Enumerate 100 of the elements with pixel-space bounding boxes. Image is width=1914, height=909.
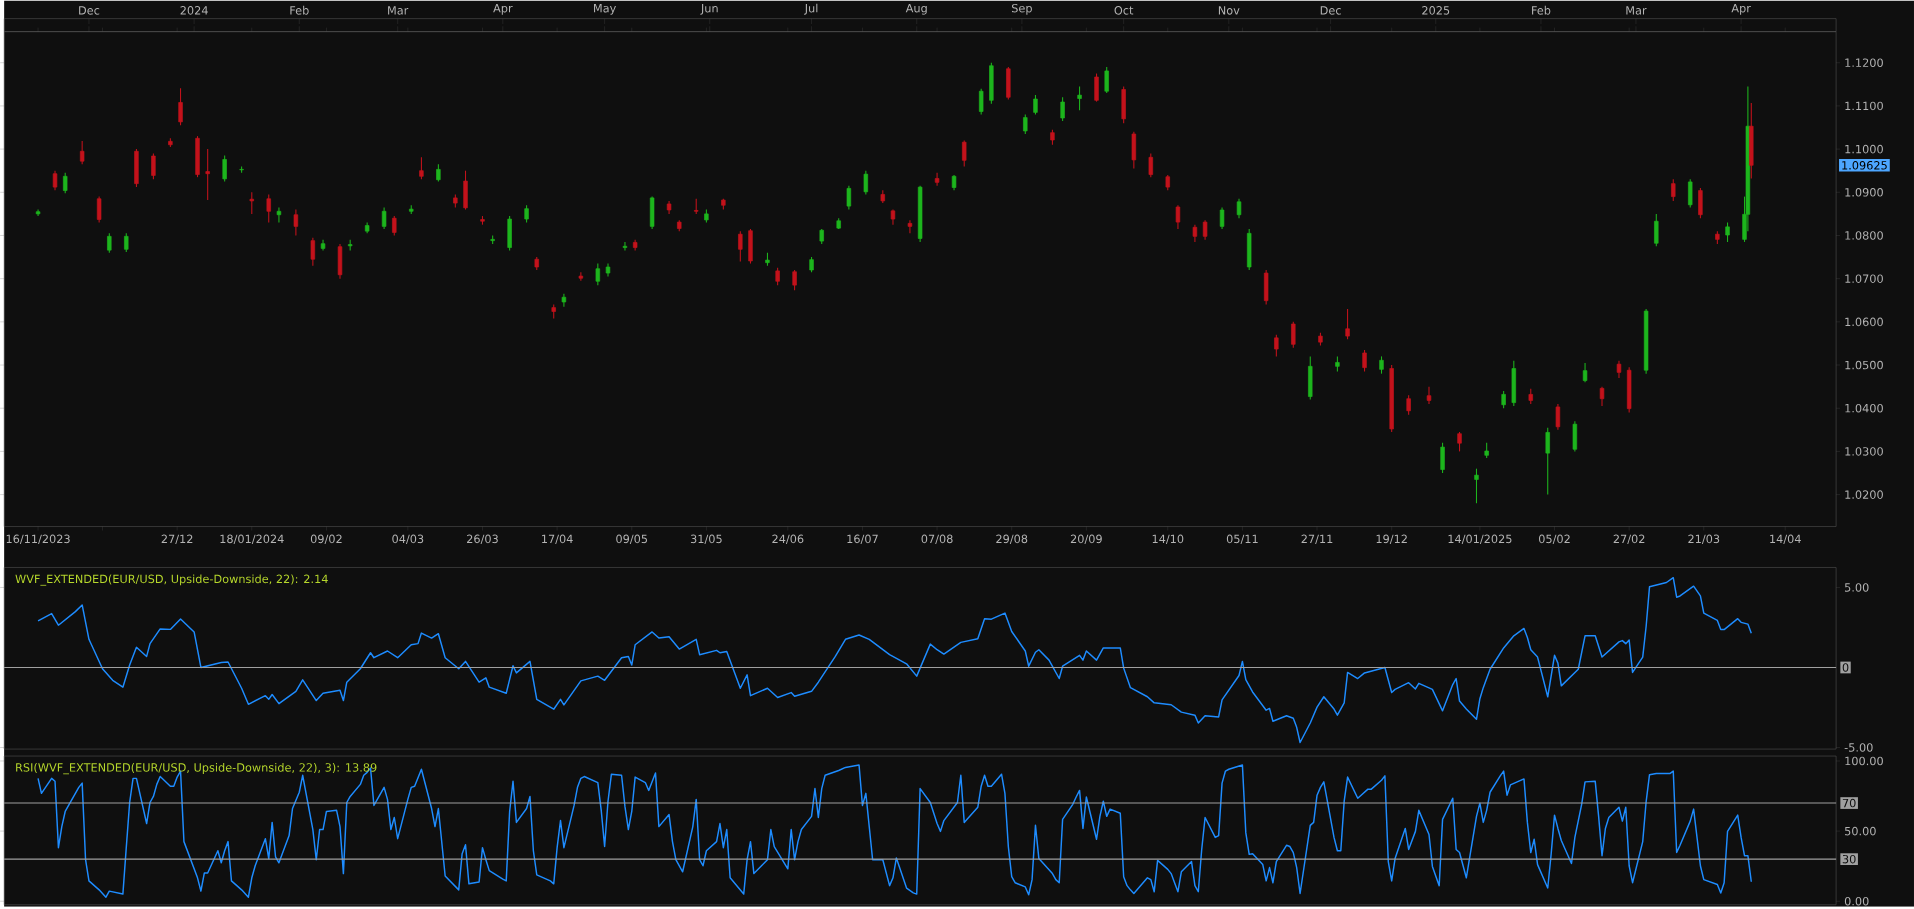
candlestick — [1033, 94, 1038, 115]
x-tick-label: 29/08 — [996, 534, 1028, 544]
x-tick-label: 05/11 — [1226, 534, 1258, 544]
candlestick — [962, 139, 967, 167]
text: RSI(WVF_EXTENDED(EUR/USD, Upside-Downside, 22), 3): 13.89 — [16, 762, 377, 775]
x2-tick-label: Oct — [1114, 5, 1134, 15]
candlestick — [178, 87, 183, 126]
candlestick — [392, 215, 397, 236]
x-tick-label: 14/10 — [1152, 534, 1184, 544]
x2-tick-label: Aug — [905, 3, 927, 15]
candlestick — [1555, 403, 1561, 431]
candlestick — [907, 219, 913, 234]
candlestick — [63, 172, 68, 194]
x-tick-label: 16/11/2023 — [6, 534, 70, 544]
candlestick — [96, 195, 102, 223]
x2-tick-label: Feb — [1532, 5, 1551, 15]
candlestick — [1077, 85, 1082, 111]
y-tick-label: 1.0400 — [1845, 403, 1883, 413]
candlestick — [1060, 96, 1065, 122]
x2-tick-label: May — [594, 3, 616, 15]
ref-line-label: 70 — [1842, 798, 1856, 808]
y-tick-label: 5.00 — [1845, 583, 1869, 592]
x-tick-label: 14/01/2025 — [1448, 534, 1512, 544]
candlestick — [205, 148, 210, 201]
x-tick-label: 04/03 — [392, 534, 424, 544]
x2-tick-label: Dec — [79, 6, 100, 15]
y-tick-label: 1.0600 — [1845, 317, 1883, 327]
candlestick — [381, 206, 387, 230]
x-tick-label: 27/11 — [1301, 534, 1333, 544]
x-tick-label: 17/04 — [542, 534, 573, 544]
x-tick-label: 26/03 — [467, 534, 498, 544]
candlestick — [1236, 198, 1242, 219]
y-tick-label: 1.1000 — [1845, 144, 1883, 154]
x-tick-label: 20/09 — [1070, 534, 1102, 544]
x2-tick-label: Apr — [493, 3, 513, 15]
x-tick-label: 19/12 — [1376, 534, 1407, 544]
x-tick-label: 05/02 — [1538, 534, 1570, 544]
x2-tick-label: Apr — [1731, 3, 1751, 15]
y-tick-label: 100.00 — [1845, 756, 1883, 766]
y-tick-label: 1.0700 — [1845, 274, 1883, 283]
candlestick — [1426, 385, 1432, 405]
x-tick-label: 27/12 — [161, 534, 193, 544]
candlestick — [1457, 431, 1462, 452]
candlestick — [1175, 204, 1181, 230]
y-tick-label: 1.0900 — [1845, 187, 1883, 197]
y-tick-label: 50.00 — [1845, 826, 1876, 836]
x-tick-label: 14/04 — [1770, 534, 1801, 544]
candlestick — [1274, 334, 1279, 357]
candlestick — [1362, 349, 1367, 372]
y-tick-label: 1.0800 — [1845, 231, 1883, 240]
candlestick — [52, 170, 58, 191]
x-tick-label: 09/02 — [310, 534, 342, 544]
y-tick-label: 1.1200 — [1845, 58, 1883, 67]
candlestick — [578, 271, 584, 282]
candlestick — [1440, 442, 1445, 474]
x-tick-label: 31/05 — [690, 534, 722, 544]
candlestick — [1671, 178, 1676, 202]
candlestick — [222, 154, 227, 182]
x2-tick-label: Feb — [290, 5, 309, 15]
x2-tick-label: Dec — [1320, 6, 1341, 15]
candlestick — [1023, 113, 1028, 135]
y-tick-label: 1.0300 — [1845, 447, 1883, 456]
candlestick — [419, 156, 424, 180]
candlestick — [622, 241, 628, 251]
y-tick-label: -5.00 — [1844, 743, 1873, 752]
candlestick — [266, 193, 271, 223]
y-tick-label: 0.00 — [1844, 896, 1869, 906]
candlestick — [1406, 394, 1411, 416]
y-tick-label: 1.0500 — [1845, 360, 1883, 370]
x-tick-label: 21/03 — [1688, 534, 1720, 544]
x2-tick-label: Nov — [1218, 6, 1240, 15]
x2-tick-label: 2025 — [1422, 5, 1450, 15]
candlestick — [1688, 178, 1693, 208]
candlestick — [107, 232, 112, 254]
candlestick — [276, 206, 282, 223]
candlestick — [1474, 468, 1479, 504]
candlestick — [738, 230, 743, 262]
candlestick — [124, 232, 129, 253]
x2-tick-label: Sep — [1011, 3, 1032, 15]
candlestick — [1148, 152, 1154, 178]
x-tick-label: 27/02 — [1613, 534, 1645, 544]
candlestick — [632, 239, 638, 251]
x-tick-label: 09/05 — [616, 534, 648, 544]
x-tick-label: 16/07 — [847, 534, 878, 544]
candlestick — [1725, 221, 1730, 243]
x2-tick-label: Jul — [804, 3, 818, 15]
y-tick-label: 1.1100 — [1845, 101, 1883, 111]
candlestick — [1094, 72, 1099, 102]
ref-line-label: 30 — [1842, 854, 1856, 864]
candlestick — [320, 239, 326, 251]
candlestick — [846, 185, 852, 210]
ref-line-label: 0 — [1842, 663, 1849, 672]
candlestick — [934, 172, 940, 187]
candlestick — [1545, 427, 1550, 495]
candlestick — [310, 236, 316, 267]
y-tick-label: 1.0200 — [1845, 490, 1883, 499]
x2-tick-label: Mar — [388, 6, 409, 15]
candlestick — [1654, 213, 1659, 247]
candlestick — [1582, 362, 1588, 383]
x2-tick-label: 2024 — [180, 5, 208, 15]
